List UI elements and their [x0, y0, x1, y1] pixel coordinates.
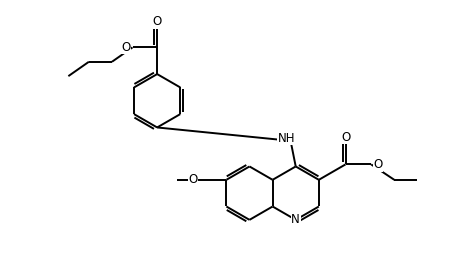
Text: O: O — [188, 173, 198, 186]
Text: O: O — [373, 158, 382, 171]
Text: N: N — [291, 213, 300, 226]
Text: NH: NH — [278, 132, 295, 145]
Text: O: O — [121, 41, 131, 54]
Text: O: O — [153, 15, 162, 28]
Text: O: O — [341, 131, 350, 144]
